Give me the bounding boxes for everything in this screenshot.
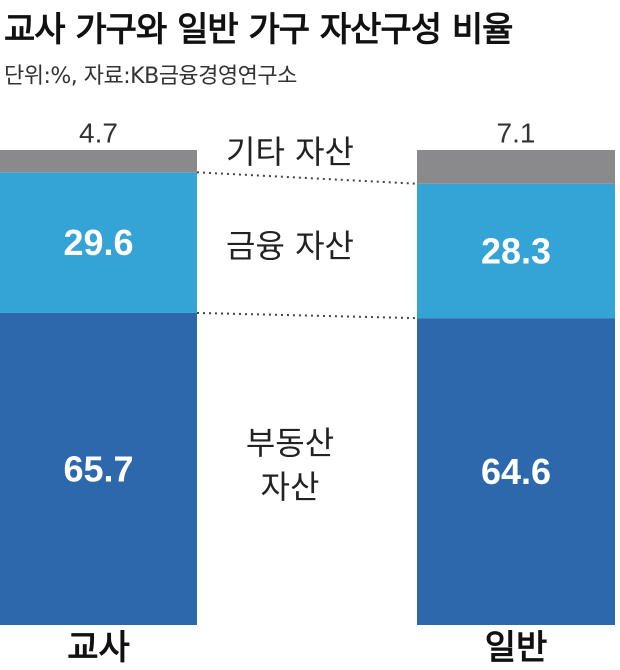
series-label-other: 기타 자산: [226, 133, 354, 171]
value-label-교사-other: 4.7: [79, 118, 118, 149]
bar-segment-일반-other: [417, 150, 615, 184]
chart-subtitle: 단위:%, 자료:KB금융경영연구소: [4, 64, 297, 89]
value-label-교사-real_estate: 65.7: [63, 448, 133, 489]
bar-segment-교사-financial: [0, 172, 197, 313]
connector-line-1: [196, 311, 418, 320]
category-label-교사: 교사: [67, 628, 130, 668]
value-label-일반-real_estate: 64.6: [481, 451, 551, 492]
value-label-일반-other: 7.1: [497, 118, 536, 149]
category-label-일반: 일반: [485, 628, 548, 668]
series-label-real_estate-line2: 자산: [261, 468, 320, 506]
series-label-real_estate-line1: 부동산: [246, 424, 334, 462]
chart-title: 교사 가구와 일반 가구 자산구성 비율: [4, 10, 513, 50]
value-label-교사-financial: 29.6: [63, 222, 133, 263]
bar-segment-교사-other: [0, 150, 197, 173]
bar-segment-일반-financial: [417, 183, 615, 319]
bar-segment-일반-real_estate: [417, 318, 615, 625]
value-label-일반-financial: 28.3: [481, 230, 551, 271]
series-label-financial: 금융 자산: [226, 227, 354, 265]
connector-line-2: [196, 171, 418, 185]
bar-segment-교사-real_estate: [0, 312, 197, 625]
